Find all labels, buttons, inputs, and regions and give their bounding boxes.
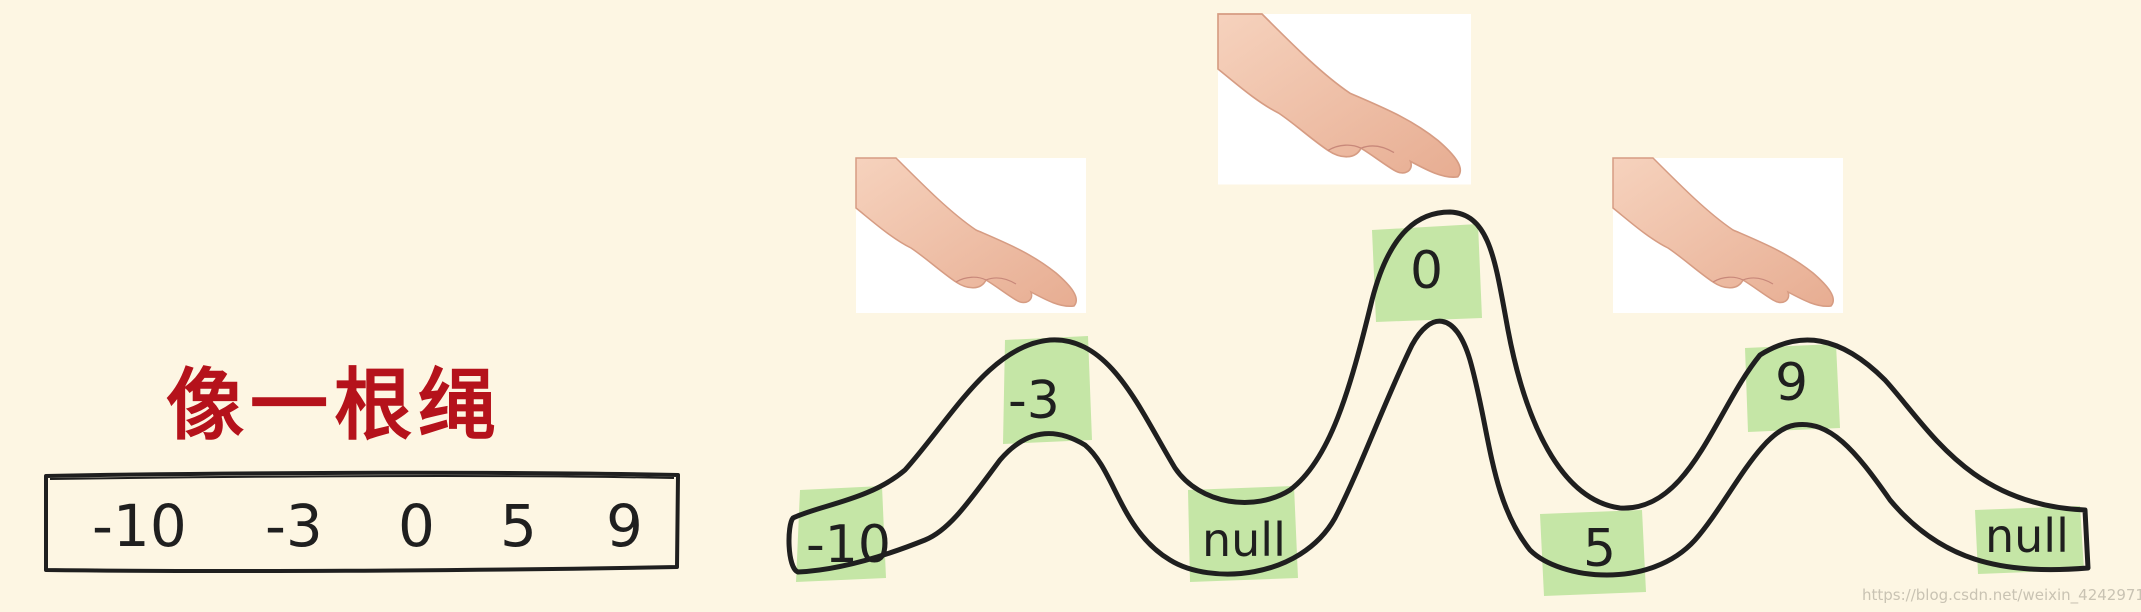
array-item: -10 (92, 492, 187, 560)
node-label: null (1985, 509, 2069, 563)
hand-center-image (1217, 13, 1472, 186)
node-label: -10 (806, 515, 891, 575)
array-item: -3 (265, 492, 323, 560)
watermark: https://blog.csdn.net/weixin_42429718 (1862, 586, 2141, 605)
node-label: null (1202, 513, 1286, 567)
node-label: -3 (1008, 371, 1060, 431)
array-item: 5 (500, 492, 537, 560)
node-label: 0 (1410, 241, 1443, 301)
hand-right-image (1612, 157, 1844, 314)
node-label: 5 (1583, 519, 1616, 579)
hand-left-image (855, 157, 1087, 314)
rope-outline (786, 209, 2091, 578)
array-item: 9 (606, 492, 643, 560)
array-item: 0 (398, 492, 435, 560)
node-label: 9 (1775, 353, 1808, 413)
node-highlights (796, 224, 2084, 596)
title: 像一根绳 (166, 361, 502, 451)
array-box: -10 -3 0 5 9 (44, 470, 680, 573)
